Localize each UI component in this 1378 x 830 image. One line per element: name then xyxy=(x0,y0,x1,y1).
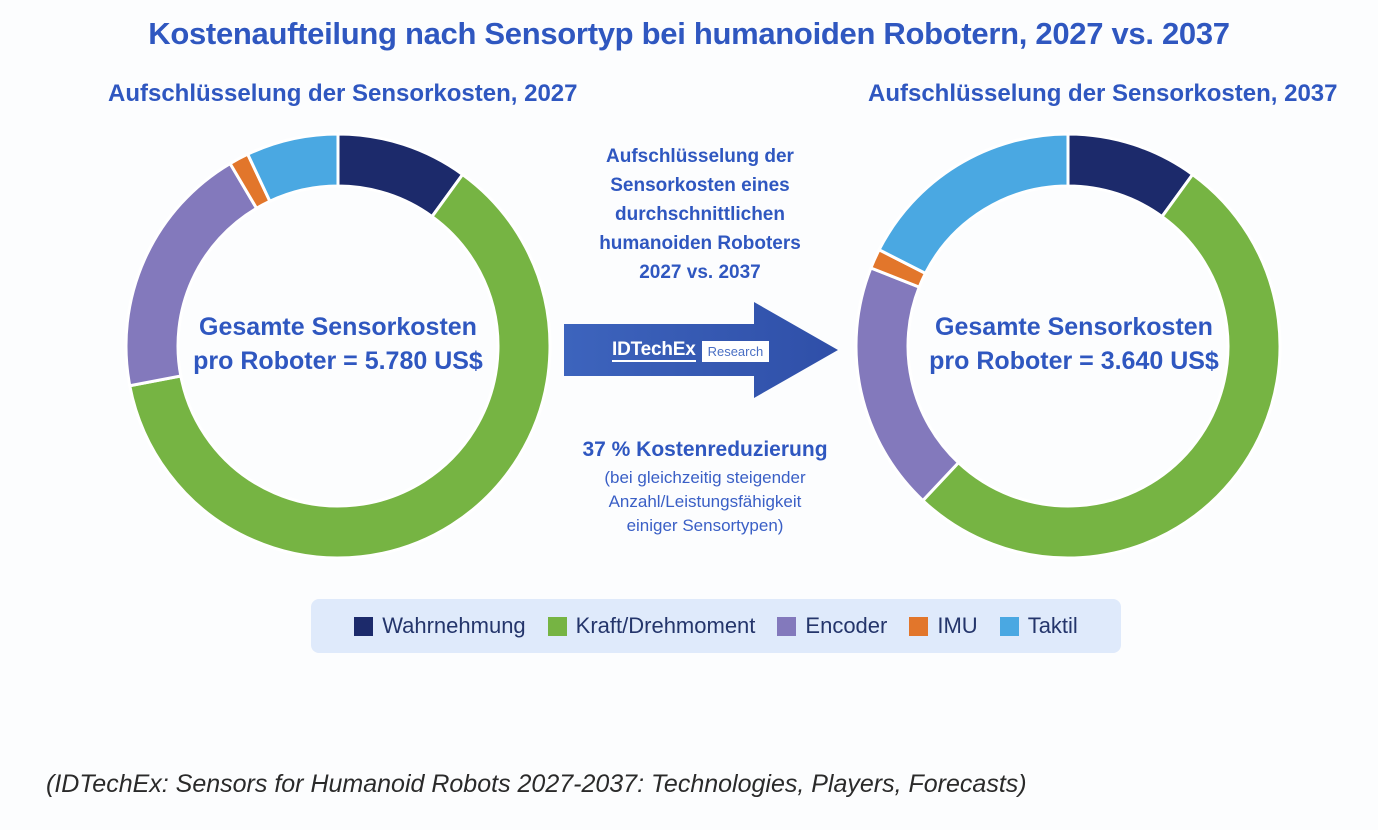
idtechex-logo: IDTechEx Research xyxy=(612,338,770,364)
total-cost-2037-line2: pro Roboter = 3.640 US$ xyxy=(929,347,1219,375)
source-citation: (IDTechEx: Sensors for Humanoid Robots 2… xyxy=(46,770,1027,798)
arrow-right-icon xyxy=(564,302,838,398)
legend-swatch xyxy=(909,616,929,636)
legend-swatch xyxy=(547,616,567,636)
slice-taktil xyxy=(245,132,340,204)
middle-description-line: Sensorkosten eines xyxy=(610,175,790,196)
legend: Wahrnehmung Kraft/Drehmoment Encoder IMU Tak… xyxy=(311,599,1121,653)
reduction-note-line: (bei gleichzeitig steigender xyxy=(604,468,806,487)
legend-label: Taktil xyxy=(1027,613,1078,638)
chart-title: Kostenaufteilung nach Sensortyp bei huma… xyxy=(148,16,1230,51)
slice-encoder xyxy=(854,266,961,503)
legend-label: IMU xyxy=(937,613,978,638)
brand-name: IDTechEx xyxy=(612,339,696,362)
total-cost-2027-line1: Gesamte Sensorkosten xyxy=(199,313,477,341)
reduction-note-line: einiger Sensortypen) xyxy=(626,516,784,535)
middle-description-line: 2027 vs. 2037 xyxy=(639,262,761,283)
donut-chart-2037 xyxy=(854,132,1282,560)
reduction-headline: 37 % Kostenreduzierung xyxy=(582,438,828,461)
brand-tag: Research xyxy=(701,340,770,362)
legend-item-wahrnehmung: Wahrnehmung xyxy=(354,613,526,639)
legend-item-kraft-drehmoment: Kraft/Drehmoment xyxy=(547,613,756,639)
total-cost-2027-line2: pro Roboter = 5.780 US$ xyxy=(193,347,483,375)
legend-label: Kraft/Drehmoment xyxy=(575,613,756,638)
slice-kraft-drehmoment xyxy=(127,172,552,560)
total-cost-2027: Gesamte Sensorkosten pro Roboter = 5.780… xyxy=(178,310,498,378)
legend-item-taktil: Taktil xyxy=(999,613,1078,639)
middle-description-line: durchschnittlichen xyxy=(615,204,785,225)
legend-swatch xyxy=(777,616,797,636)
legend-label: Wahrnehmung xyxy=(382,613,526,638)
total-cost-2037-line1: Gesamte Sensorkosten xyxy=(935,313,1213,341)
total-cost-2037: Gesamte Sensorkosten pro Roboter = 3.640… xyxy=(914,310,1234,378)
slice-taktil xyxy=(877,132,1070,276)
cost-reduction-note: 37 % Kostenreduzierung (bei gleichzeitig… xyxy=(560,434,850,538)
left-chart-subtitle: Aufschlüsselung der Sensorkosten, 2027 xyxy=(108,80,578,107)
legend-swatch xyxy=(999,616,1019,636)
legend-item-imu: IMU xyxy=(909,613,978,639)
middle-description-line: humanoiden Roboters xyxy=(599,233,801,254)
slice-kraft-drehmoment xyxy=(920,172,1282,560)
reduction-note-line: Anzahl/Leistungsfähigkeit xyxy=(608,492,802,511)
middle-description-line: Aufschlüsselung der xyxy=(606,146,794,167)
legend-label: Encoder xyxy=(805,613,888,638)
donut-chart-2027 xyxy=(124,132,552,560)
middle-description: Aufschlüsselung der Sensorkosten eines d… xyxy=(560,142,840,287)
legend-swatch xyxy=(354,616,374,636)
legend-item-encoder: Encoder xyxy=(777,613,887,639)
right-chart-subtitle: Aufschlüsselung der Sensorkosten, 2037 xyxy=(868,80,1338,107)
